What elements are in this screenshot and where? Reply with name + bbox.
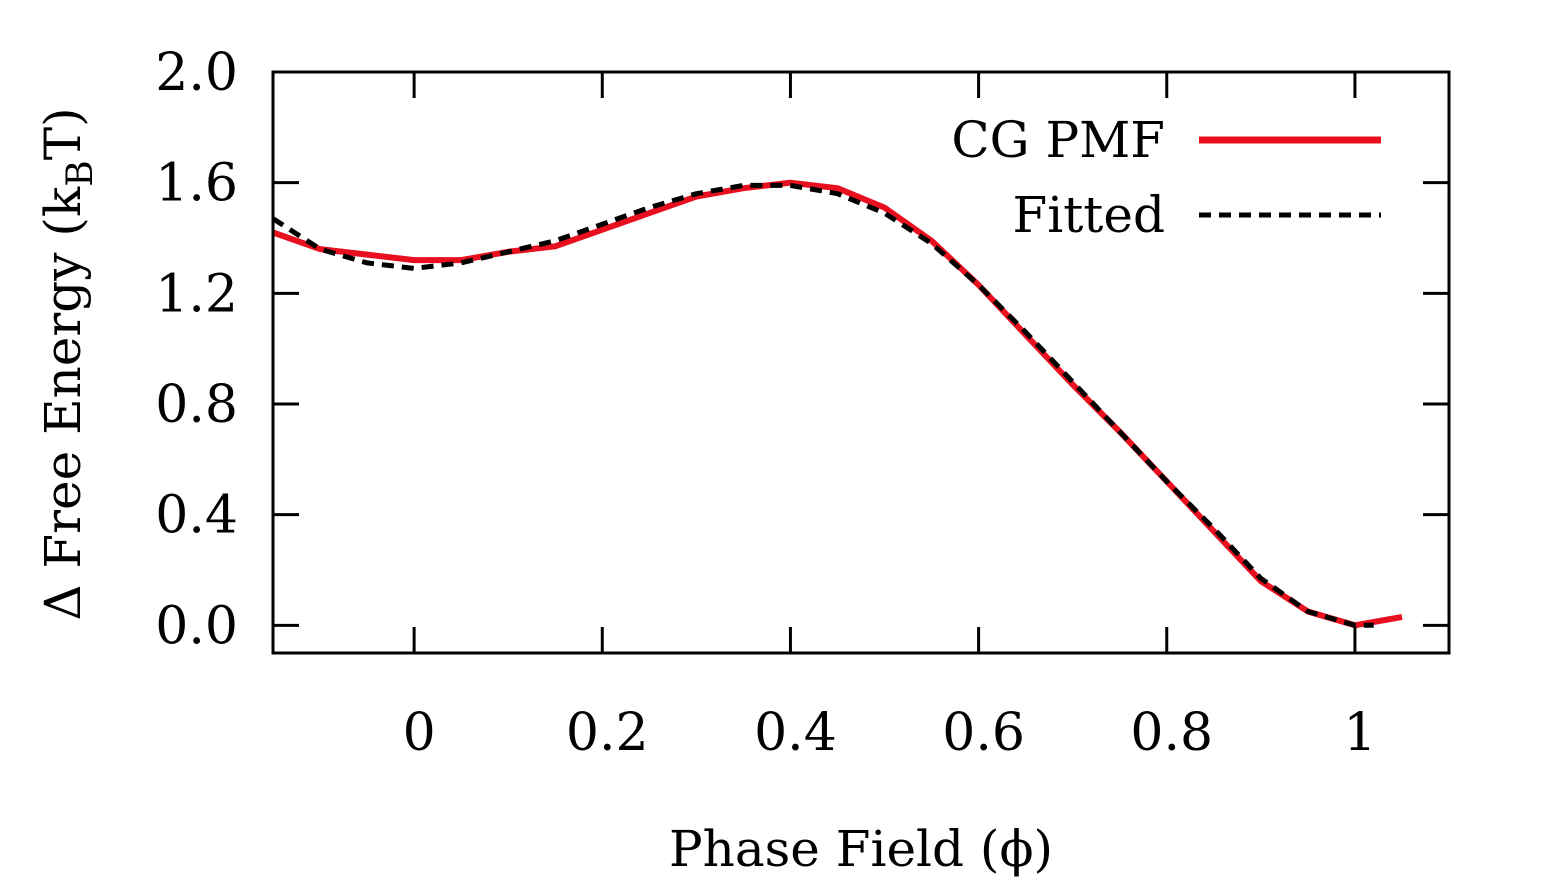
x-tick-label: 0.6 [942, 703, 1025, 763]
y-tick-label: 1.6 [155, 154, 238, 214]
y-tick-label: 0.8 [155, 375, 238, 435]
x-tick-label: 0.8 [1130, 703, 1213, 763]
plot-frame [271, 70, 1451, 655]
y-tick-label: 2.0 [155, 43, 238, 103]
y-axis-title: Δ Free Energy (kBT) [34, 107, 101, 620]
y-axis-title-subscript: B [60, 160, 101, 186]
series-line-fitted [271, 182, 1374, 628]
series-line-cg-pmf [272, 179, 1403, 629]
x-tick-label: 0.2 [566, 703, 649, 763]
y-tick-labels: 0.0 0.4 0.8 1.2 1.6 2.0 [155, 43, 238, 656]
series-lines [271, 179, 1403, 629]
x-tick-label: 0.4 [754, 703, 837, 763]
x-tick-label: 0 [403, 703, 436, 763]
axis-ticks [273, 70, 1449, 653]
legend-label-fitted: Fitted [1013, 186, 1165, 244]
y-axis-title-prefix: Δ Free Energy (k [34, 186, 92, 621]
y-axis-title-suffix: T) [34, 107, 92, 160]
y-tick-label: 1.2 [155, 264, 238, 324]
y-tick-label: 0.0 [155, 596, 238, 656]
x-tick-labels: 0 0.2 0.4 0.6 0.8 1 [403, 703, 1377, 763]
x-axis-title: Phase Field (ϕ) [669, 820, 1053, 878]
x-tick-label: 1 [1343, 703, 1376, 763]
y-tick-label: 0.4 [155, 486, 238, 546]
legend: CG PMF Fitted [951, 111, 1381, 244]
legend-label-cg-pmf: CG PMF [951, 111, 1165, 169]
